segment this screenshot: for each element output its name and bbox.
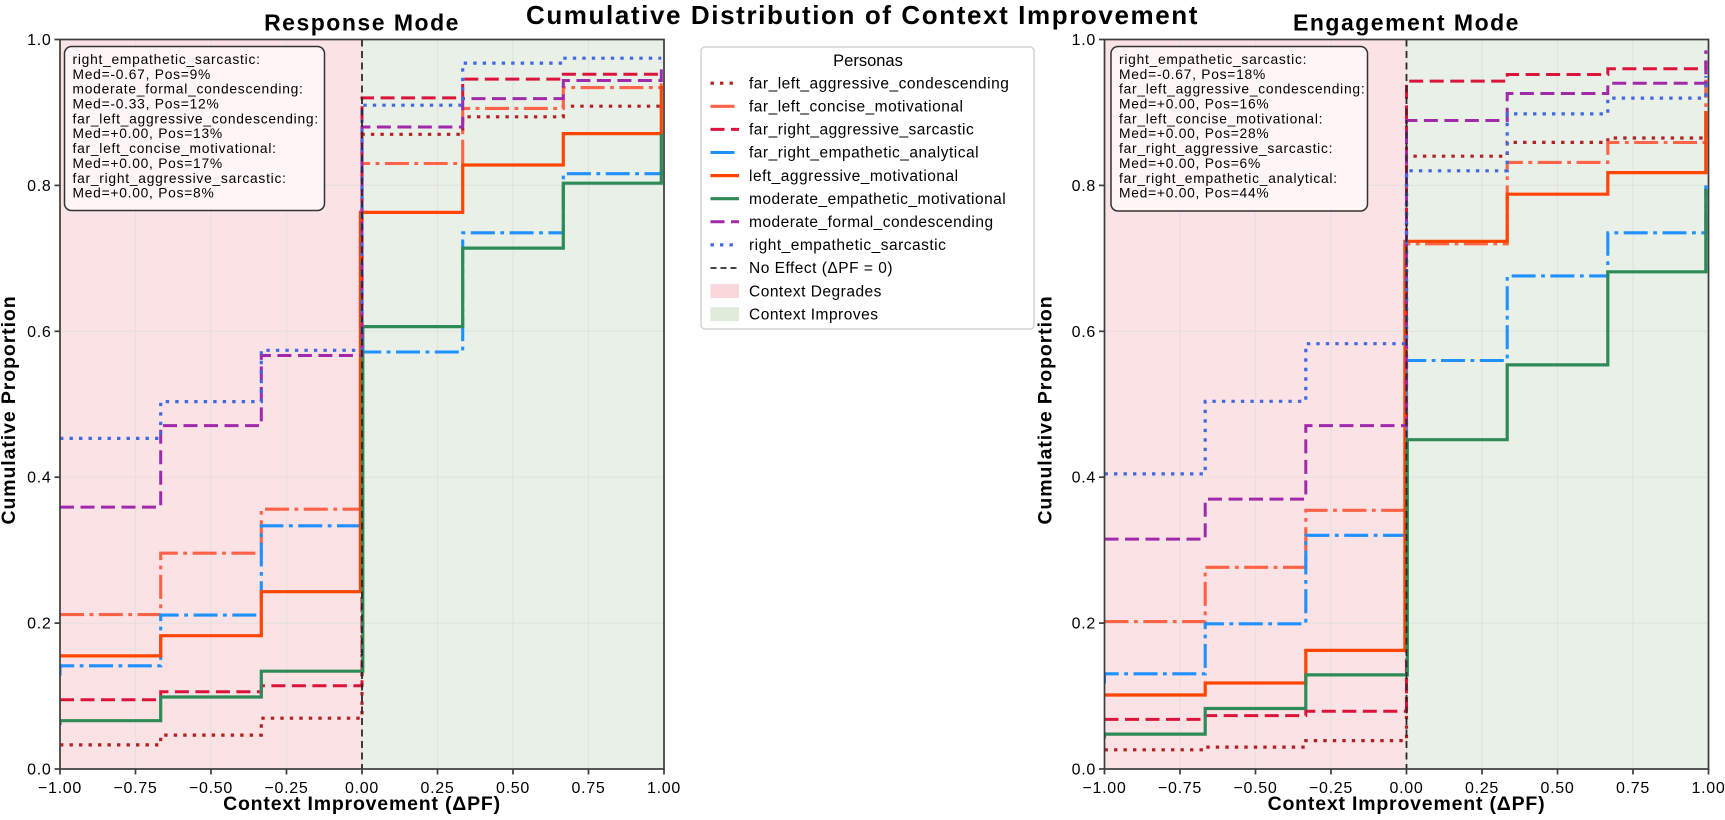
svg-text:Personas: Personas bbox=[833, 52, 903, 70]
svg-text:Med=+0.00, Pos=17%: Med=+0.00, Pos=17% bbox=[73, 156, 223, 171]
svg-text:Med=-0.67, Pos=9%: Med=-0.67, Pos=9% bbox=[73, 67, 212, 82]
svg-text:0.25: 0.25 bbox=[1465, 780, 1499, 797]
svg-text:Med=+0.00, Pos=16%: Med=+0.00, Pos=16% bbox=[1119, 97, 1269, 112]
svg-text:moderate_empathetic_motivation: moderate_empathetic_motivational bbox=[749, 191, 1006, 208]
svg-text:Cumulative Proportion: Cumulative Proportion bbox=[1035, 295, 1057, 524]
svg-text:far_right_empathetic_analytica: far_right_empathetic_analytical bbox=[749, 145, 979, 162]
svg-text:0.2: 0.2 bbox=[27, 616, 51, 633]
svg-text:−0.50: −0.50 bbox=[1234, 780, 1278, 797]
svg-text:Med=+0.00, Pos=13%: Med=+0.00, Pos=13% bbox=[73, 126, 223, 141]
svg-text:Context Improves: Context Improves bbox=[749, 306, 878, 323]
svg-text:Context Improvement (ΔPF): Context Improvement (ΔPF) bbox=[223, 793, 501, 815]
svg-text:far_left_aggressive_condescend: far_left_aggressive_condescending: bbox=[1119, 82, 1365, 97]
svg-text:1.0: 1.0 bbox=[27, 32, 51, 49]
svg-text:0.75: 0.75 bbox=[572, 780, 606, 797]
svg-text:Context Improvement (ΔPF): Context Improvement (ΔPF) bbox=[1268, 793, 1546, 815]
svg-text:Response Mode: Response Mode bbox=[264, 10, 460, 36]
svg-text:0.8: 0.8 bbox=[27, 178, 51, 195]
svg-text:far_right_empathetic_analytica: far_right_empathetic_analytical: bbox=[1119, 171, 1338, 186]
svg-text:−1.00: −1.00 bbox=[1083, 780, 1127, 797]
svg-text:No Effect (ΔPF = 0): No Effect (ΔPF = 0) bbox=[749, 260, 893, 277]
svg-text:Med=+0.00, Pos=8%: Med=+0.00, Pos=8% bbox=[73, 186, 215, 201]
svg-text:far_right_aggressive_sarcastic: far_right_aggressive_sarcastic: bbox=[73, 171, 287, 186]
svg-text:0.50: 0.50 bbox=[1541, 780, 1575, 797]
svg-text:Context Degrades: Context Degrades bbox=[749, 283, 882, 300]
svg-text:0.8: 0.8 bbox=[1072, 178, 1096, 195]
svg-text:1.00: 1.00 bbox=[647, 780, 681, 797]
svg-text:Engagement Mode: Engagement Mode bbox=[1293, 10, 1520, 36]
svg-text:Cumulative Distribution of Con: Cumulative Distribution of Context Impro… bbox=[526, 0, 1199, 30]
svg-text:far_left_aggressive_condescend: far_left_aggressive_condescending: bbox=[73, 111, 319, 126]
svg-text:0.0: 0.0 bbox=[27, 762, 51, 779]
svg-text:far_right_aggressive_sarcastic: far_right_aggressive_sarcastic: bbox=[1119, 141, 1333, 156]
svg-text:Med=+0.00, Pos=44%: Med=+0.00, Pos=44% bbox=[1119, 186, 1269, 201]
svg-text:0.50: 0.50 bbox=[496, 780, 530, 797]
svg-text:0.2: 0.2 bbox=[1072, 616, 1096, 633]
svg-text:right_empathetic_sarcastic: right_empathetic_sarcastic bbox=[749, 237, 946, 254]
svg-text:0.75: 0.75 bbox=[1616, 780, 1650, 797]
svg-text:−0.50: −0.50 bbox=[189, 780, 233, 797]
svg-text:0.6: 0.6 bbox=[1072, 324, 1096, 341]
svg-text:Med=-0.67, Pos=18%: Med=-0.67, Pos=18% bbox=[1119, 67, 1266, 82]
svg-text:0.00: 0.00 bbox=[1390, 780, 1424, 797]
svg-text:0.25: 0.25 bbox=[421, 780, 455, 797]
svg-text:0.0: 0.0 bbox=[1072, 762, 1096, 779]
svg-text:far_left_concise_motivational:: far_left_concise_motivational: bbox=[1119, 111, 1323, 126]
svg-text:0.6: 0.6 bbox=[27, 324, 51, 341]
svg-text:far_right_aggressive_sarcastic: far_right_aggressive_sarcastic bbox=[749, 122, 974, 139]
svg-text:0.4: 0.4 bbox=[27, 470, 51, 487]
svg-text:Med=+0.00, Pos=28%: Med=+0.00, Pos=28% bbox=[1119, 126, 1269, 141]
svg-text:left_aggressive_motivational: left_aggressive_motivational bbox=[749, 168, 959, 185]
svg-text:Med=-0.33, Pos=12%: Med=-0.33, Pos=12% bbox=[73, 97, 220, 112]
svg-text:moderate_formal_condescending:: moderate_formal_condescending: bbox=[73, 82, 304, 97]
svg-text:far_left_concise_motivational: far_left_concise_motivational bbox=[749, 99, 963, 116]
svg-text:1.00: 1.00 bbox=[1692, 780, 1725, 797]
svg-text:0.00: 0.00 bbox=[345, 780, 379, 797]
svg-text:−0.25: −0.25 bbox=[1309, 780, 1353, 797]
svg-text:0.4: 0.4 bbox=[1072, 470, 1096, 487]
svg-text:1.0: 1.0 bbox=[1072, 32, 1096, 49]
svg-text:moderate_formal_condescending: moderate_formal_condescending bbox=[749, 214, 994, 231]
svg-text:right_empathetic_sarcastic:: right_empathetic_sarcastic: bbox=[1119, 52, 1307, 67]
svg-text:−0.25: −0.25 bbox=[265, 780, 309, 797]
svg-text:−1.00: −1.00 bbox=[38, 780, 82, 797]
svg-text:far_left_aggressive_condescend: far_left_aggressive_condescending bbox=[749, 75, 1009, 92]
svg-text:right_empathetic_sarcastic:: right_empathetic_sarcastic: bbox=[73, 52, 261, 67]
svg-text:Cumulative Proportion: Cumulative Proportion bbox=[0, 295, 20, 524]
svg-text:−0.75: −0.75 bbox=[1158, 780, 1202, 797]
svg-text:far_left_concise_motivational:: far_left_concise_motivational: bbox=[73, 141, 277, 156]
svg-text:Med=+0.00, Pos=6%: Med=+0.00, Pos=6% bbox=[1119, 156, 1261, 171]
svg-text:−0.75: −0.75 bbox=[114, 780, 158, 797]
